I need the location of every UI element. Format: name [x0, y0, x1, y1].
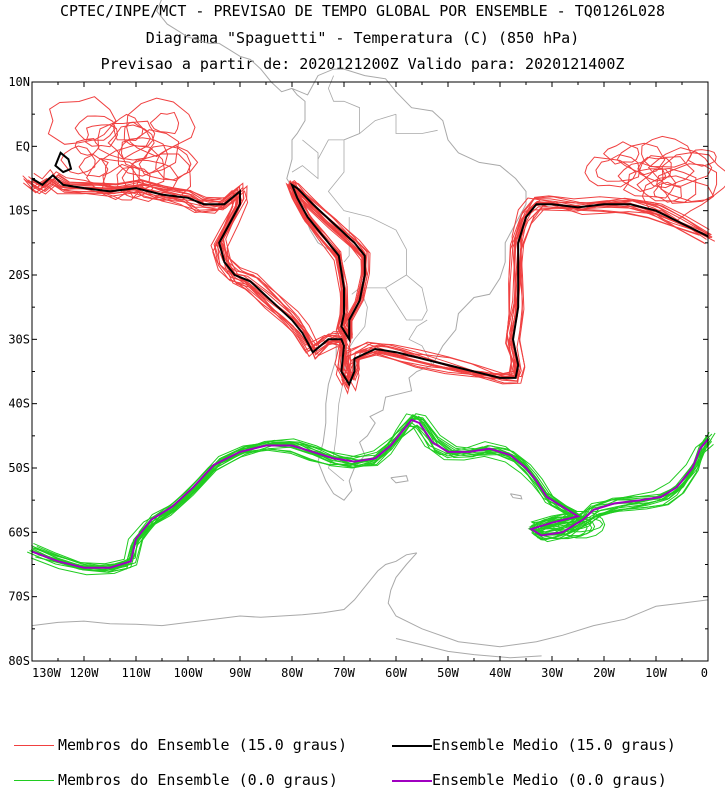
legend-swatch-members-15 [14, 745, 54, 746]
lon-label: 80W [281, 666, 303, 680]
border-3 [317, 75, 360, 160]
border-7 [395, 114, 438, 134]
member-15-eddy [656, 163, 718, 204]
member-15-eddy [116, 166, 154, 199]
isotherm-15-mean [31, 151, 709, 387]
lon-label: 110W [122, 666, 152, 680]
member-15-eddy [602, 141, 640, 165]
member-15-eddy [120, 129, 180, 175]
member-0-main [37, 424, 705, 570]
member-15-eddy [99, 163, 146, 201]
axis-ticks [31, 81, 709, 662]
longitude-labels: 130W 120W 110W 100W 90W 80W 70W 60W 50W 40W 30W 20W… [32, 666, 708, 680]
title-line-2: Diagrama "Spaguetti" - Temperatura (C) (… [145, 29, 580, 47]
lon-label: 60W [385, 666, 407, 680]
mean-15-andes-loop [289, 182, 366, 343]
lon-label: 30W [541, 666, 563, 680]
member-15-eddy [616, 142, 666, 176]
member-15-eddy [617, 162, 667, 192]
member-15-eddy [149, 111, 180, 135]
lat-label: 10N [8, 75, 30, 89]
member-15-eddy [595, 154, 640, 182]
coastline-central-america [156, 0, 293, 93]
lat-label: 40S [8, 397, 30, 411]
member-15-eddy [60, 145, 96, 175]
member-15-eddy [123, 120, 156, 147]
isotherm-0-members [27, 413, 716, 576]
lon-label: 10W [645, 666, 667, 680]
legend-label-members-0: Membros do Ensemble (0.0 graus) [58, 771, 338, 789]
coastline-weddell-coast [387, 552, 709, 648]
coastline-antarctic-peninsula [31, 552, 417, 627]
legend-label-mean-0: Ensemble Medio (0.0 graus) [432, 771, 667, 789]
lon-label: 90W [229, 666, 251, 680]
lon-label: 40W [489, 666, 511, 680]
border-4 [408, 319, 433, 366]
mean-15-main [31, 173, 709, 387]
member-15-eddy [584, 156, 637, 188]
lat-label: 70S [8, 590, 30, 604]
coastline-ice-shelf [395, 638, 542, 659]
title-line-3: Previsao a partir de: 2020121200Z Valido… [100, 55, 625, 73]
member-15-eddy [74, 115, 116, 141]
member-0-main [38, 425, 711, 569]
coastline-south-america [286, 68, 527, 501]
lat-label: EQ [16, 139, 30, 153]
mean-0-main [31, 418, 709, 569]
coastline-falklands [390, 475, 409, 484]
border-1 [385, 274, 428, 321]
lat-label: 60S [8, 525, 30, 539]
legend-swatch-mean-0 [392, 780, 432, 782]
member-0-main [33, 425, 714, 569]
member-15-eddy [113, 113, 144, 142]
member-15-main [23, 178, 700, 390]
lon-label: 70W [333, 666, 355, 680]
lat-label: 80S [8, 654, 30, 668]
member-0-main [27, 413, 713, 571]
isotherm-0-mean [31, 418, 709, 569]
legend-label-members-15: Membros do Ensemble (15.0 graus) [58, 736, 347, 754]
mean-15-eddy [54, 151, 73, 174]
member-0-main [32, 417, 708, 573]
member-15-eddy [641, 135, 692, 168]
member-15-eddy [660, 152, 725, 203]
member-0-main [36, 417, 713, 568]
lon-label: 130W [32, 666, 62, 680]
member-15-eddy [97, 121, 151, 160]
member-15-eddy [78, 154, 109, 178]
member-15-eddy [132, 153, 192, 202]
member-15-main [30, 178, 713, 392]
member-15-andes-loop [291, 181, 363, 340]
member-0-eddy [557, 511, 606, 539]
member-15-eddy [74, 137, 100, 156]
title-line-1: CPTEC/INPE/MCT - PREVISAO DE TEMPO GLOBA… [59, 2, 666, 20]
member-15-eddy [126, 97, 196, 158]
lon-label: 50W [437, 666, 459, 680]
lon-label: 20W [593, 666, 615, 680]
member-15-eddy [138, 144, 192, 181]
member-15-main [33, 169, 704, 381]
member-15-eddy [101, 144, 165, 193]
lat-label: 50S [8, 461, 30, 475]
legend-label-mean-15: Ensemble Medio (15.0 graus) [432, 736, 676, 754]
member-15-eddy [647, 147, 713, 187]
lon-label: 100W [174, 666, 204, 680]
lat-label: 10S [8, 204, 30, 218]
lat-label: 30S [8, 332, 30, 346]
border-5 [291, 139, 319, 180]
member-15-eddy [637, 156, 672, 182]
coastline-layer [31, 0, 709, 659]
lat-label: 20S [8, 268, 30, 282]
lon-label: 0 [701, 666, 708, 680]
legend-swatch-mean-15 [392, 745, 432, 747]
coastline-south-georgia [509, 493, 523, 500]
lon-label: 120W [70, 666, 100, 680]
latitude-labels: 10N EQ 10S 20S 30S 40S 50S 60S 70S 80S [8, 75, 30, 668]
isotherm-15-members [22, 96, 725, 395]
member-15-main [26, 183, 706, 395]
legend-swatch-members-0 [14, 780, 54, 781]
